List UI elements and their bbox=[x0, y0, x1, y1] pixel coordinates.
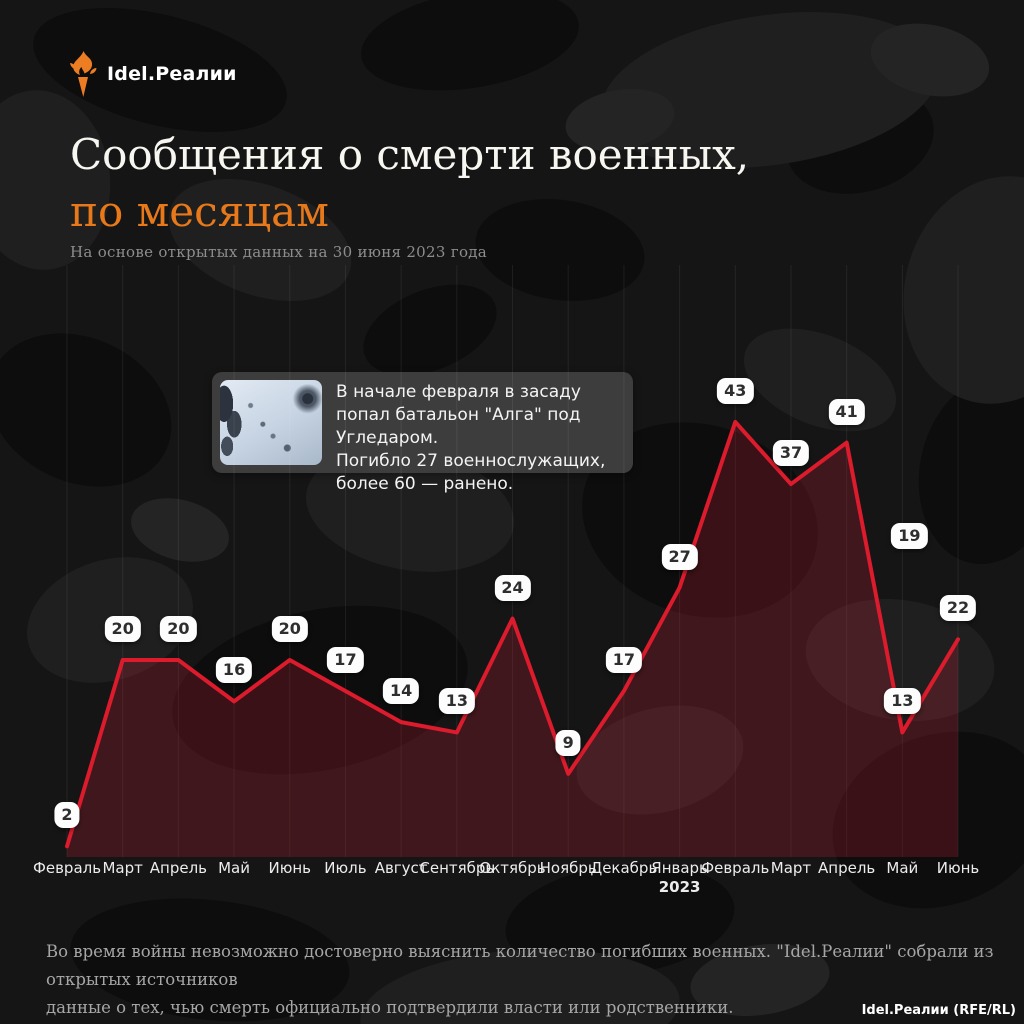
value-badge: 16 bbox=[215, 657, 253, 684]
value-badge: 20 bbox=[271, 616, 308, 642]
value-badge: 13 bbox=[884, 688, 921, 715]
x-axis-label: Апрель bbox=[149, 859, 207, 877]
x-axis-label: Май bbox=[218, 859, 251, 877]
annotation-photo bbox=[220, 380, 322, 465]
x-axis-label: Июнь bbox=[268, 859, 312, 877]
year-label: 2023 bbox=[658, 878, 701, 896]
annotation-line: В начале февраля в засаду bbox=[336, 382, 581, 402]
value-badge: 17 bbox=[605, 647, 643, 674]
page-title: Сообщения о смерти военных, по месяцам bbox=[70, 126, 749, 240]
title-line-2: по месяцам bbox=[70, 187, 329, 236]
footer-line: данные о тех, чью смерть официально подт… bbox=[46, 998, 734, 1017]
value-badge: 2 bbox=[54, 802, 80, 829]
floating-value-badge: 19 bbox=[891, 522, 928, 549]
value-badge: 27 bbox=[661, 543, 698, 570]
area-fill bbox=[67, 421, 959, 857]
title-line-1: Сообщения о смерти военных, bbox=[70, 130, 750, 179]
value-badge: 20 bbox=[104, 616, 141, 642]
value-badge: 9 bbox=[555, 729, 581, 756]
footer-line: Во время войны невозможно достоверно выя… bbox=[46, 942, 994, 989]
value-badge: 13 bbox=[438, 688, 475, 715]
value-badge: 37 bbox=[772, 440, 810, 467]
value-badge: 14 bbox=[382, 678, 420, 705]
value-badge: 43 bbox=[717, 377, 754, 404]
annotation-card: В начале февраля в засаду попал батальон… bbox=[212, 372, 633, 494]
annotation-line: Погибло 27 военнослужащих, bbox=[336, 451, 606, 471]
x-axis-label: Февраль bbox=[701, 859, 770, 877]
subtitle: На основе открытых данных на 30 июня 202… bbox=[70, 243, 488, 261]
torch-icon bbox=[70, 51, 97, 97]
x-axis-label: Февраль bbox=[32, 859, 102, 877]
x-axis-label: Декабрь bbox=[590, 859, 658, 877]
value-badge: 41 bbox=[828, 398, 865, 425]
value-badge: 22 bbox=[939, 595, 977, 622]
x-axis-label: Апрель bbox=[818, 859, 876, 877]
x-axis-label: Июль bbox=[324, 859, 367, 877]
x-axis-label: Ноябрь bbox=[539, 859, 597, 877]
annotation-text: В начале февраля в засаду попал батальон… bbox=[336, 381, 623, 496]
x-axis-label: Май bbox=[886, 859, 919, 877]
x-axis-label: Июнь bbox=[936, 859, 980, 877]
x-axis-label: Октябрь bbox=[479, 859, 546, 877]
x-axis-label: Сентябрь bbox=[419, 859, 495, 877]
annotation-line: более 60 — ранено. bbox=[336, 474, 514, 494]
chart-line bbox=[65, 419, 961, 849]
value-badge: 20 bbox=[160, 616, 197, 642]
x-axis-label: Январь bbox=[651, 859, 708, 877]
source-credit: Idel.Реалии (RFE/RL) bbox=[861, 1003, 1016, 1018]
x-axis-label: Август bbox=[374, 859, 428, 877]
value-badge: 24 bbox=[494, 574, 531, 601]
x-axis-label: Март bbox=[770, 859, 812, 877]
annotation-line: попал батальон "Алга" под Угледаром. bbox=[336, 405, 581, 448]
brand-logo: Idel.Реалии bbox=[68, 50, 237, 98]
footer-note: Во время войны невозможно достоверно выя… bbox=[46, 938, 1024, 1022]
x-axis-label: Март bbox=[102, 859, 143, 877]
brand-name: Idel.Реалии bbox=[107, 63, 237, 85]
value-badge: 17 bbox=[327, 647, 364, 674]
